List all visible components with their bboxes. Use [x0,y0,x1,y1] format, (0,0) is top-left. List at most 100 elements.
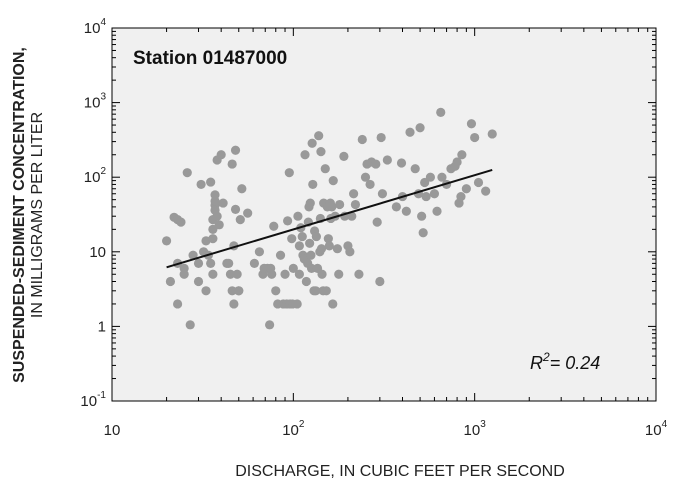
data-point [410,164,420,174]
data-point [461,184,471,194]
y-tick-label: 10-1 [80,390,106,410]
data-point [293,211,303,221]
data-point [294,241,304,251]
data-point [432,206,442,216]
data-point [161,236,172,246]
data-point [350,199,361,210]
data-point [287,234,297,244]
r-squared-symbol: R [530,353,543,373]
data-point [324,241,334,251]
data-point [292,299,302,309]
data-point [210,190,220,200]
data-point [227,286,237,296]
x-tick-label: 104 [645,419,668,439]
data-point [230,145,241,155]
regression-line [166,169,493,269]
data-point [225,269,236,279]
data-point [201,286,211,296]
data-point [328,176,338,186]
data-point [188,250,198,260]
data-point [214,220,224,230]
station-label: Station 01487000 [133,48,287,69]
data-point [452,157,462,167]
data-point [375,276,385,287]
data-point [185,320,195,330]
data-point [347,211,357,221]
data-point [235,215,245,225]
data-point [237,184,247,194]
data-point [457,150,467,160]
data-point [339,151,349,162]
data-point [323,234,333,244]
data-point [360,172,371,182]
data-point [172,299,183,309]
data-point [396,158,407,168]
data-point [297,231,307,242]
data-point [436,107,446,117]
data-point [345,247,355,257]
data-point [227,159,237,169]
data-point [321,286,331,296]
data-point [429,189,440,199]
data-point [470,132,480,143]
data-point [275,250,286,260]
axis-ticks [111,28,656,402]
data-point [206,258,216,268]
data-point [305,198,315,208]
data-point [306,250,316,260]
data-point [254,247,265,257]
y-tick-label: 103 [84,92,107,112]
data-point [212,211,222,221]
y-tick-labels: 10-1 1 10 102 103 104 [80,17,106,410]
data-point [283,216,293,226]
data-point [314,131,324,141]
data-point [265,320,275,330]
data-point [249,258,260,268]
data-point [481,186,491,196]
r-squared-label: R2= 0.24 [530,350,600,373]
data-point [418,228,428,238]
data-point [425,172,435,182]
data-points [161,107,497,330]
data-point [179,269,189,279]
data-point [294,269,304,279]
data-point [300,150,310,160]
data-point [280,269,290,279]
data-point [232,269,242,279]
data-point [487,129,497,139]
r-squared-value: = 0.24 [550,353,601,373]
x-tick-label: 102 [282,419,305,439]
data-point [271,286,281,296]
data-point [243,208,253,218]
data-point [316,244,327,254]
y-tick-label: 104 [84,17,107,37]
data-point [308,179,318,190]
data-point [284,168,294,178]
data-point [327,202,337,212]
data-point [376,132,386,143]
data-point [371,159,381,169]
data-point [216,150,226,160]
data-point [466,119,477,129]
data-point [317,269,327,279]
data-point [365,179,375,190]
data-point [307,138,317,148]
data-point [230,204,241,215]
y-tick-label: 102 [84,166,107,186]
data-point [288,263,298,273]
data-point [473,177,484,188]
x-tick-labels: 10 102 103 104 [104,419,668,439]
data-point [269,221,279,231]
x-tick-label: 103 [464,419,487,439]
data-point [417,211,427,221]
data-point [328,299,338,309]
data-point [320,164,330,174]
data-point [377,189,388,199]
data-point [391,202,401,212]
data-point [301,276,311,287]
data-point [208,234,218,244]
data-point [316,147,326,157]
data-point [196,179,206,190]
data-point [182,168,192,178]
